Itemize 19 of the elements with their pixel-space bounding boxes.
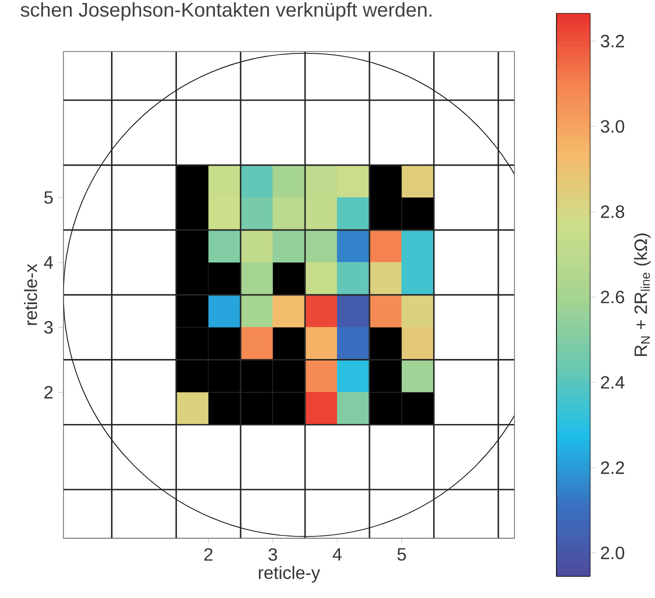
x-axis-title: reticle-y [258,566,320,583]
color-bar-label: 2.6 [600,290,624,304]
x-tick-label: 4 [332,548,342,561]
y-tick-label: 5 [44,191,53,204]
x-tick-label: 5 [397,548,406,561]
y-tick-label: 3 [44,321,53,334]
chart-title: schen Josephson-Kontakten verknüpft werden. [20,2,432,21]
color-bar-label: 3.0 [600,120,624,133]
y-tick-label: 4 [44,256,53,269]
color-bar-label: 2.0 [600,546,624,560]
color-bar-label: 2.4 [600,376,624,389]
color-bar-label: 2.2 [600,462,624,474]
x-tick-label: 3 [268,548,278,561]
y-tick-label: 2 [44,386,53,399]
color-bar-label: 2.8 [600,206,624,218]
color-bar-label: 3.2 [600,34,624,48]
color-bar-title: R$_{N}$ + 2R$_{line}$ (kΩ) [634,234,651,356]
x-tick-label: 2 [204,548,212,561]
y-axis-title: reticle-x [24,264,38,326]
